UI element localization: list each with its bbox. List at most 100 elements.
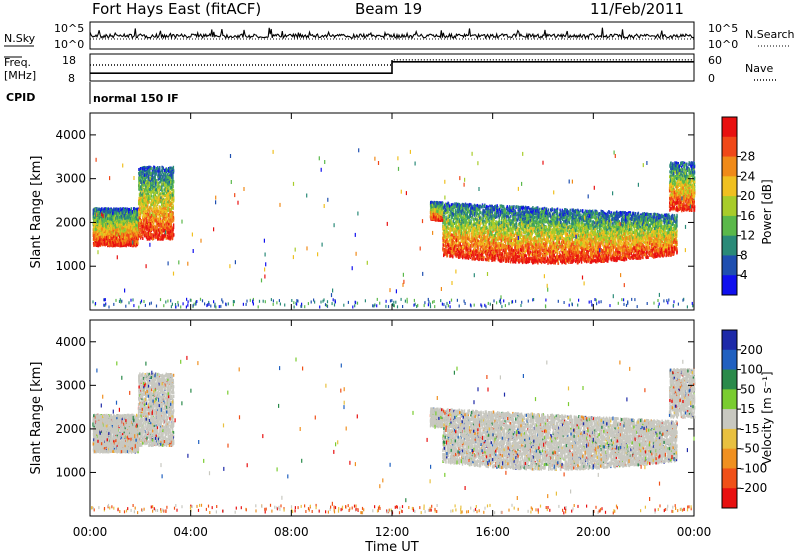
echo-cell (104, 243, 105, 246)
echo-cell (95, 208, 96, 211)
echo-cell (111, 237, 112, 240)
freq-tick-bottom: 8 (68, 72, 75, 85)
echo-cell (160, 187, 161, 190)
echo-cell (168, 170, 169, 173)
echo-cell (170, 233, 171, 236)
echo-cell (145, 207, 146, 210)
echo-cell (170, 191, 171, 194)
echo-cell (168, 183, 169, 186)
echo-cell (169, 204, 170, 207)
echo-cell (154, 185, 155, 188)
echo-cell (167, 176, 168, 179)
echo-cell (172, 201, 173, 204)
echo-cell (166, 189, 167, 192)
echo-cell (131, 230, 132, 233)
echo-cell (112, 212, 113, 215)
echo-cell (130, 213, 131, 216)
echo-cell (151, 214, 152, 217)
echo-cell (139, 233, 140, 236)
echo-cell (115, 232, 116, 235)
echo-cell (145, 219, 146, 222)
cpid-label: CPID (6, 91, 35, 104)
echo-cell (126, 231, 127, 234)
echo-cell (93, 228, 94, 231)
echo-cell (154, 214, 155, 217)
power-panel: 1000200030004000 Slant Range [km] (29, 113, 695, 310)
echo-cell (164, 192, 165, 195)
echo-cell (99, 227, 100, 230)
echo-cell (148, 174, 149, 177)
echo-cell (124, 209, 125, 212)
echo-cell (99, 238, 100, 241)
echo-cell (106, 207, 107, 210)
echo-cell (153, 235, 154, 238)
echo-cell (104, 239, 105, 242)
echo-cell (121, 232, 122, 235)
echo-cell (161, 220, 162, 223)
echo-cell (113, 235, 114, 238)
echo-cell (131, 241, 132, 244)
echo-cell (93, 237, 94, 240)
echo-cell (114, 216, 115, 219)
beam-title: Beam 19 (355, 0, 422, 18)
echo-cell (170, 223, 171, 226)
echo-cell (162, 238, 163, 241)
echo-cell (99, 216, 100, 219)
echo-cell (149, 210, 150, 213)
echo-cell (127, 241, 128, 244)
echo-cell (158, 178, 159, 181)
echo-cell (152, 199, 153, 202)
echo-cell (135, 227, 136, 230)
echo-cell (122, 242, 123, 245)
echo-cell (158, 197, 159, 200)
echo-cell (162, 167, 163, 170)
echo-cell (126, 207, 127, 210)
echo-cell (172, 215, 173, 218)
echo-cell (171, 176, 172, 179)
echo-cell (106, 219, 107, 222)
echo-cell (140, 226, 141, 229)
echo-cell (144, 174, 145, 177)
echo-cell (163, 178, 164, 181)
echo-cell (141, 172, 142, 175)
echo-cell (151, 191, 152, 194)
echo-cell (95, 228, 96, 231)
echo-cell (168, 196, 169, 199)
noise-panel: N.Sky 10^5 10^0 10^5 10^0 N.Search (4, 22, 795, 51)
echo-cell (140, 185, 141, 188)
echo-cell (140, 167, 141, 170)
echo-cell (162, 195, 163, 198)
echo-cell (148, 197, 149, 200)
echo-cell (170, 202, 171, 205)
echo-cell (161, 178, 162, 181)
echo-cell (156, 205, 157, 208)
echo-cell (142, 180, 143, 183)
echo-cell (123, 223, 124, 226)
echo-cell (168, 232, 169, 235)
echo-cell (138, 177, 139, 180)
echo-cell (156, 232, 157, 235)
echo-cell (104, 210, 105, 213)
nave-tick-top: 60 (708, 54, 722, 67)
echo-cell (151, 225, 152, 228)
echo-cell (117, 228, 118, 231)
echo-cell (157, 232, 158, 235)
echo-cell (139, 201, 140, 204)
echo-cell (151, 186, 152, 189)
echo-cell (127, 212, 128, 215)
echo-cell (143, 208, 144, 211)
echo-cell (165, 210, 166, 213)
echo-cell (164, 218, 165, 221)
echo-cell (173, 223, 174, 226)
echo-cell (148, 213, 149, 216)
echo-cell (93, 209, 94, 212)
echo-cell (142, 167, 143, 170)
echo-cell (156, 220, 157, 223)
echo-cell (98, 208, 99, 211)
echo-cell (125, 239, 126, 242)
echo-cell (97, 218, 98, 221)
echo-cell (162, 228, 163, 231)
echo-cell (142, 237, 143, 240)
echo-cell (161, 225, 162, 228)
